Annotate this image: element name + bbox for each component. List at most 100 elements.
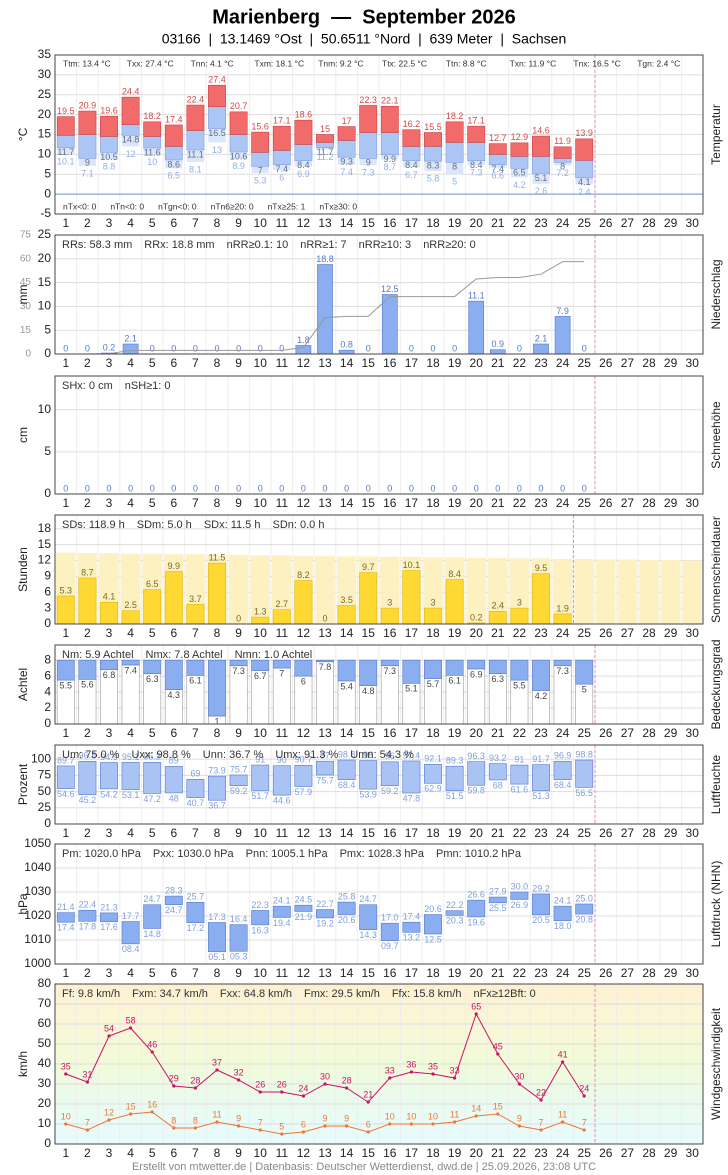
data-label: 7.3: [232, 666, 245, 676]
range-bar: [467, 899, 486, 918]
temperature-pale: [424, 161, 442, 172]
sunshine-bar: [294, 580, 313, 625]
data-label: 18.2: [446, 111, 464, 121]
sunshine-bar: [272, 609, 291, 625]
day-label: 29: [664, 496, 678, 510]
data-label: 32: [234, 1067, 244, 1077]
data-label: 93.2: [489, 753, 507, 763]
data-label: 8.7: [384, 162, 397, 172]
day-label: 14: [340, 826, 354, 840]
stat: Fxx: 64.8 km/h: [220, 988, 292, 1000]
panel-label: Niederschlag: [709, 259, 723, 329]
day-label: 22: [513, 496, 527, 510]
data-label: 7.2: [556, 168, 569, 178]
day-label: 18: [426, 726, 440, 740]
day-label: 20: [470, 626, 484, 640]
data-label: 57.9: [295, 787, 313, 797]
data-label: 7: [85, 1117, 90, 1127]
day-label: 5: [149, 356, 156, 370]
day-label: 20: [470, 726, 484, 740]
range-bar: [424, 764, 442, 784]
y-tick-label: 6: [44, 584, 51, 598]
day-label: 30: [686, 726, 700, 740]
day-label: 30: [686, 1146, 700, 1160]
data-label: 6: [301, 676, 306, 686]
sunshine-bar: [380, 607, 399, 625]
day-label: 21: [491, 1146, 505, 1160]
temperature-lower: [575, 160, 594, 179]
data-label: 13: [212, 145, 222, 155]
data-label: 48: [169, 793, 179, 803]
y-tick-label: 0: [44, 186, 51, 200]
stat: RRs: 58.3 mm: [62, 239, 132, 251]
footer-stat: nTn<0: 0: [110, 201, 144, 211]
temperature-pale: [121, 135, 140, 147]
data-label: 8.4: [405, 160, 418, 170]
temperature-pale: [208, 128, 226, 143]
day-label: 12: [297, 826, 311, 840]
temperature-upper: [208, 84, 226, 107]
data-label: 9: [236, 1113, 241, 1123]
footer-stat: nTx<0: 0: [63, 201, 97, 211]
data-label: 59.2: [381, 786, 399, 796]
data-label: 90.7: [295, 755, 313, 765]
day-label: 23: [534, 726, 548, 740]
stat: Tnm: 9.2 °C: [318, 58, 363, 68]
data-label: 0: [366, 343, 371, 353]
day-label: 7: [192, 826, 199, 840]
day-label: 4: [127, 626, 134, 640]
day-label: 26: [599, 356, 613, 370]
y-tick-label: 10: [38, 299, 52, 313]
data-label: 30: [320, 1071, 330, 1081]
stat: Nm: 5.9 Achtel: [62, 649, 134, 661]
data-label: 33: [450, 1065, 460, 1075]
day-label: 24: [556, 496, 570, 510]
data-label: 19.5: [57, 106, 75, 116]
data-label: 8.3: [427, 161, 440, 171]
day-label: 1: [62, 726, 69, 740]
data-label: 59.2: [230, 786, 248, 796]
day-label: 28: [642, 1146, 656, 1160]
cloud-part: [380, 659, 399, 667]
temperature-upper: [424, 132, 442, 147]
data-label: 6: [301, 1119, 306, 1129]
cloud-part: [445, 659, 464, 676]
data-label: 27.9: [489, 886, 507, 896]
day-label: 8: [214, 626, 221, 640]
data-label: 2.4: [578, 187, 591, 197]
day-label: 15: [362, 726, 376, 740]
data-label: 6.5: [513, 168, 526, 178]
day-label: 16: [383, 966, 397, 980]
cloud-part: [229, 659, 248, 667]
y-tick-label: 40: [38, 1056, 52, 1070]
data-label: 4.3: [168, 690, 181, 700]
temperature-pale: [402, 160, 421, 168]
y-tick-label: 1030: [24, 884, 51, 898]
possible-sunshine: [120, 553, 141, 624]
temperature-lower: [208, 106, 226, 129]
day-label: 11: [276, 626, 289, 640]
data-label: 0: [171, 343, 176, 353]
data-label: 05.1: [208, 952, 226, 962]
y-tick-label: 25: [38, 227, 52, 241]
data-label: 16.5: [208, 128, 226, 138]
stat: Pmx: 1028.3 hPa: [340, 848, 425, 860]
data-label: 14.8: [143, 929, 161, 939]
data-label: 15.6: [251, 121, 269, 131]
day-label: 25: [578, 626, 592, 640]
day-label: 27: [621, 1146, 635, 1160]
y-tick-label: 5: [44, 322, 51, 336]
range-bar: [294, 904, 313, 912]
day-label: 22: [513, 826, 527, 840]
data-label: 0: [322, 483, 327, 493]
day-label: 8: [214, 966, 221, 980]
data-label: 0: [517, 483, 522, 493]
stat: Fmx: 29.5 km/h: [304, 988, 380, 1000]
temperature-lower: [251, 152, 270, 167]
data-label: 19.6: [467, 917, 485, 927]
data-label: 8.6: [168, 159, 181, 169]
plot-frame: [54, 744, 704, 825]
day-label: 6: [170, 216, 177, 230]
day-label: 27: [621, 626, 635, 640]
cloud-part: [121, 659, 140, 666]
